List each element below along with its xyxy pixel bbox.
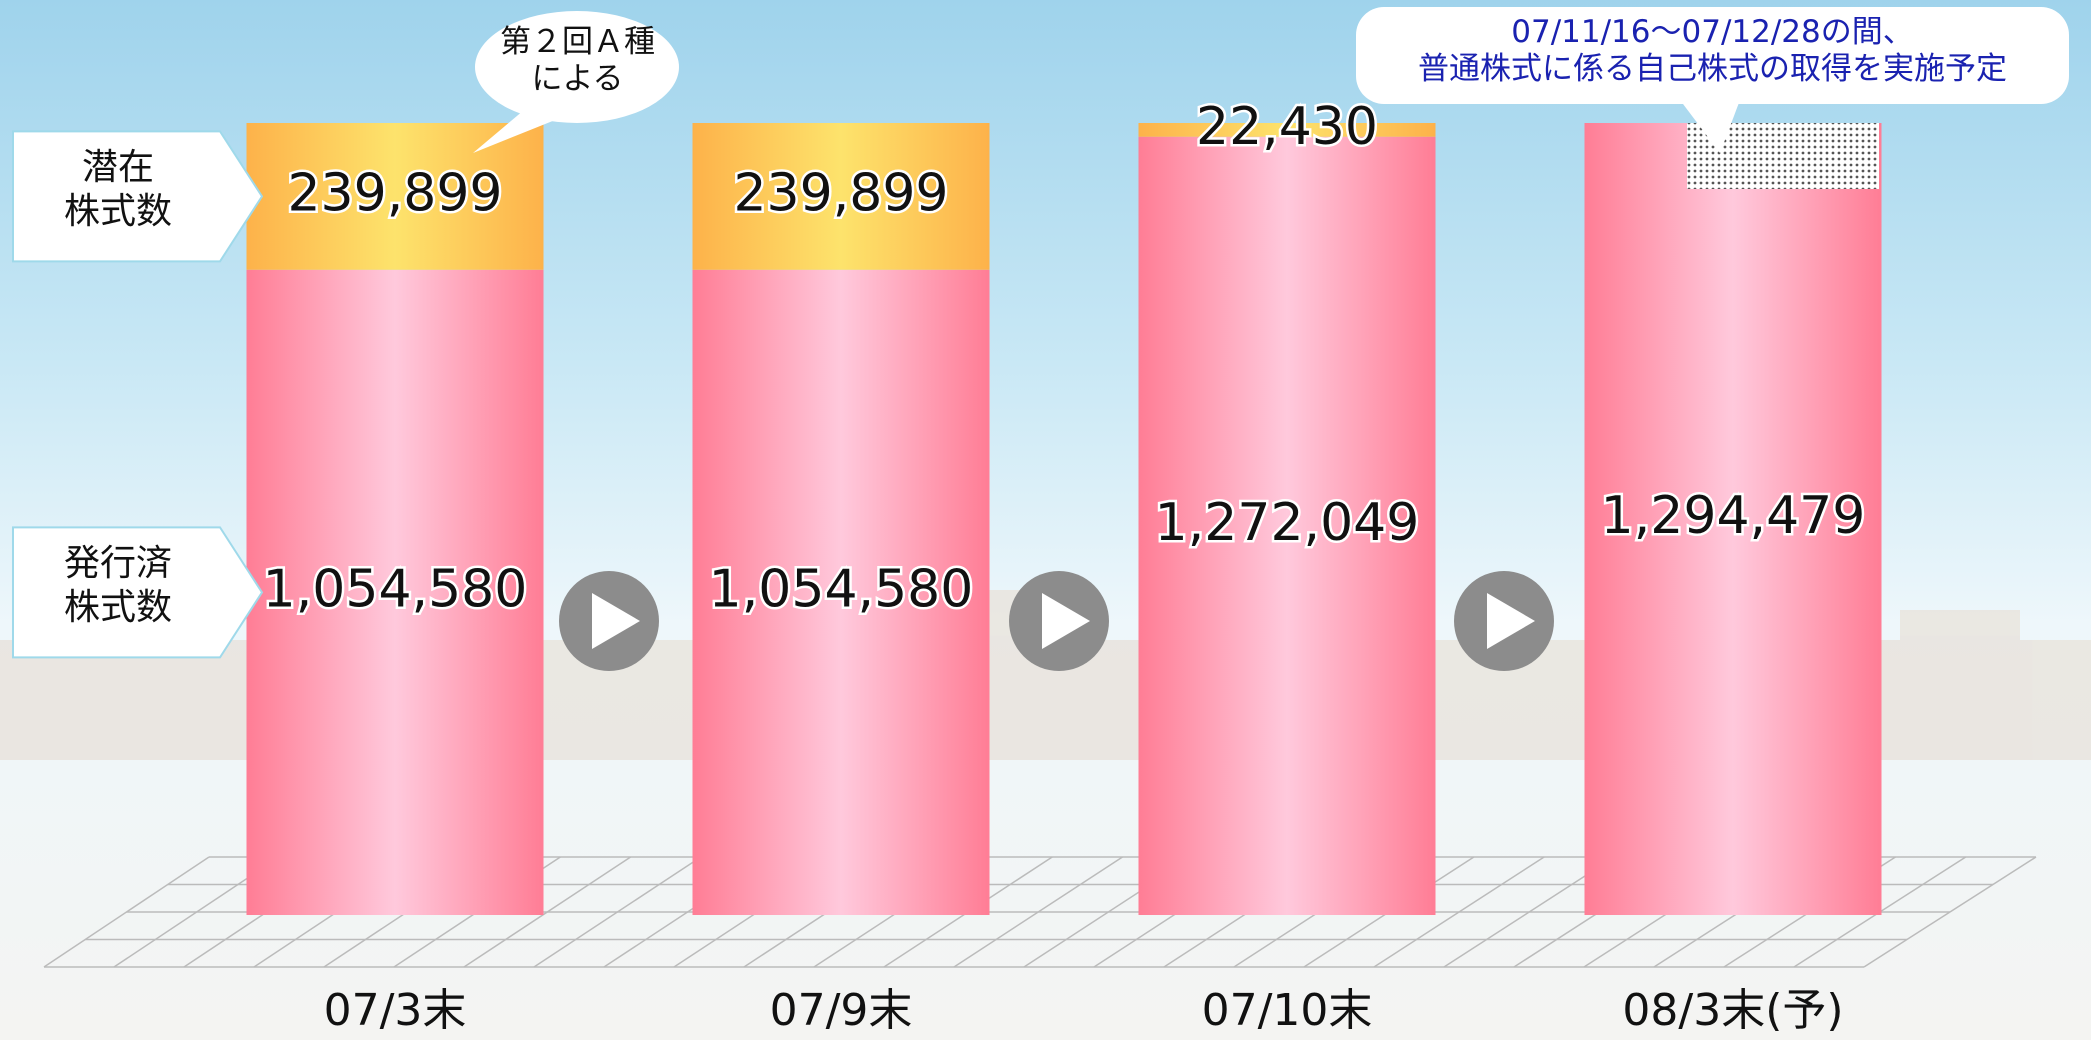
value-label: 1,054,580	[709, 559, 974, 619]
legend-label: 潜在 株式数	[63, 147, 172, 232]
x-tick-label: 07/3末	[324, 985, 467, 1036]
bar-segment	[1138, 123, 1436, 137]
bar-segment	[692, 123, 990, 270]
legend-box	[12, 130, 264, 263]
floor-line	[1863, 856, 2037, 968]
floor-line	[43, 856, 210, 968]
value-label: 22,430	[1196, 97, 1378, 157]
bar-segment	[246, 269, 544, 915]
value-label: 239,899	[287, 163, 502, 223]
value-label: 1,294,479	[1601, 486, 1866, 546]
x-tick-label: 07/10末	[1202, 985, 1373, 1036]
bar-segment	[1584, 123, 1882, 915]
floor-line	[533, 856, 702, 968]
callout-shapes	[473, 7, 2069, 153]
bar-segment	[1138, 136, 1436, 915]
annotation: 07/11/16～07/12/28の間、 普通株式に係る自己株式の取得を実施予定	[1418, 14, 2007, 88]
floor-line	[953, 856, 1123, 968]
bar-segment	[246, 123, 544, 270]
arrows	[559, 571, 1554, 671]
legend-label: 発行済 株式数	[63, 543, 172, 628]
value-label: 239,899	[733, 163, 948, 223]
x-tick-label: 08/3末(予)	[1622, 985, 1843, 1036]
annotation: 第２回Ａ種 による	[500, 24, 655, 98]
legend-box	[12, 526, 264, 659]
value-label: 1,054,580	[263, 559, 528, 619]
bar-segment	[692, 269, 990, 915]
x-tick-label: 07/9末	[770, 985, 913, 1036]
floor-line	[463, 856, 632, 968]
value-label: 1,272,049	[1155, 493, 1420, 553]
floor-line	[1373, 856, 1545, 968]
